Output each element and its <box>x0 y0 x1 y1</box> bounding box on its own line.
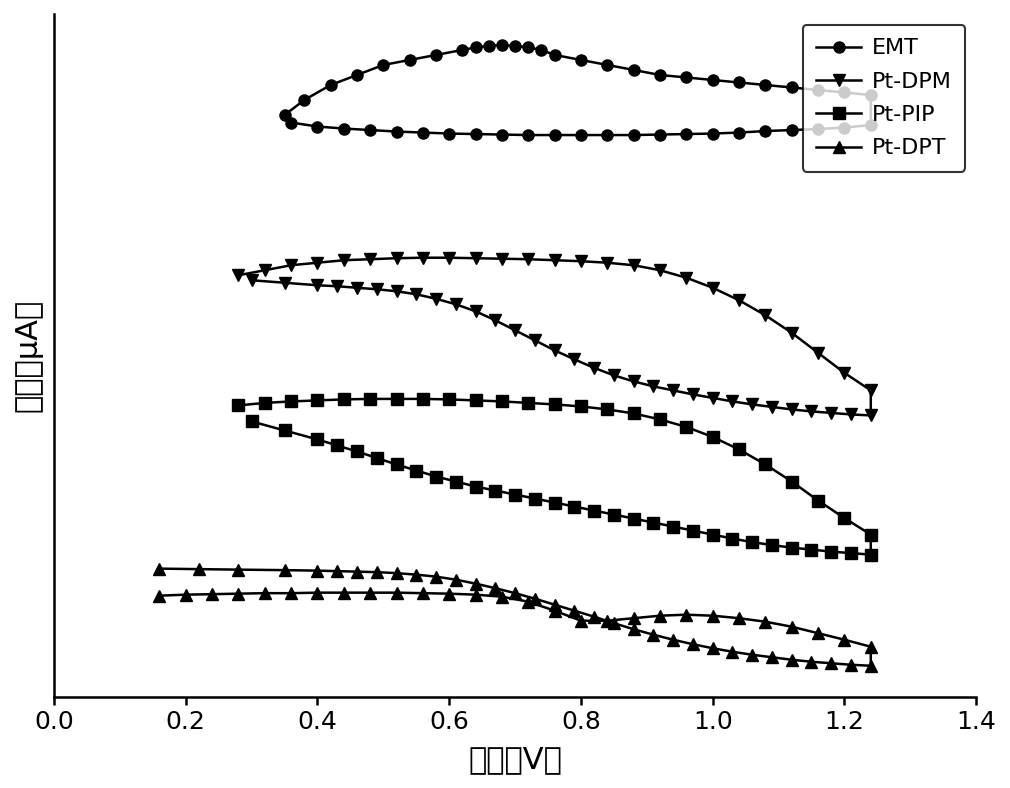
EMT <box>653 70 666 80</box>
Line: EMT: EMT <box>279 39 877 140</box>
EMT <box>548 130 561 139</box>
EMT <box>838 87 850 97</box>
EMT <box>707 75 719 84</box>
Pt-DPT <box>707 611 719 620</box>
EMT <box>601 60 613 69</box>
EMT <box>443 128 456 138</box>
EMT <box>378 60 390 69</box>
EMT <box>601 130 613 139</box>
Legend: EMT, Pt-DPM, Pt-PIP, Pt-DPT: EMT, Pt-DPM, Pt-PIP, Pt-DPT <box>803 25 966 172</box>
Pt-DPM <box>865 411 877 420</box>
EMT <box>575 130 587 139</box>
EMT <box>457 45 469 54</box>
EMT <box>337 124 349 133</box>
EMT <box>285 118 297 128</box>
EMT <box>350 70 363 80</box>
EMT <box>627 130 639 139</box>
EMT <box>653 130 666 139</box>
EMT <box>786 125 798 135</box>
EMT <box>733 128 745 137</box>
Line: Pt-DPT: Pt-DPT <box>154 563 877 671</box>
EMT <box>733 78 745 87</box>
X-axis label: 电压（V）: 电压（V） <box>469 745 562 774</box>
Pt-PIP <box>647 518 660 527</box>
Pt-DPT <box>470 590 482 600</box>
Pt-PIP <box>865 550 877 559</box>
Pt-DPT <box>766 652 778 662</box>
EMT <box>548 50 561 60</box>
Pt-DPM <box>489 315 501 325</box>
Pt-DPM <box>417 253 429 262</box>
Pt-DPT <box>154 564 166 574</box>
EMT <box>760 80 772 90</box>
EMT <box>535 45 547 54</box>
EMT <box>522 130 534 139</box>
EMT <box>865 91 877 100</box>
EMT <box>786 83 798 92</box>
Pt-DPT <box>865 661 877 671</box>
EMT <box>430 50 442 60</box>
EMT <box>496 130 508 139</box>
Pt-DPM <box>786 328 798 337</box>
Pt-DPT <box>371 567 383 577</box>
Pt-DPM <box>707 393 719 403</box>
EMT <box>311 122 323 132</box>
EMT <box>391 127 403 136</box>
EMT <box>812 85 824 95</box>
EMT <box>417 128 429 137</box>
EMT <box>404 55 416 65</box>
Y-axis label: 电流（μA）: 电流（μA） <box>14 299 42 412</box>
EMT <box>470 129 482 139</box>
EMT <box>522 43 534 52</box>
Pt-PIP <box>707 530 719 539</box>
EMT <box>838 123 850 132</box>
Pt-DPM <box>245 276 258 285</box>
Pt-PIP <box>245 417 258 426</box>
EMT <box>483 41 495 50</box>
EMT <box>496 40 508 50</box>
EMT <box>681 72 693 82</box>
Pt-PIP <box>365 394 377 403</box>
Pt-PIP <box>259 398 271 407</box>
EMT <box>509 41 521 50</box>
EMT <box>279 110 291 120</box>
Pt-PIP <box>608 510 620 519</box>
Pt-DPT <box>687 640 699 649</box>
Line: Pt-PIP: Pt-PIP <box>233 393 877 560</box>
Pt-PIP <box>489 485 501 495</box>
EMT <box>865 121 877 130</box>
EMT <box>760 126 772 136</box>
Pt-DPM <box>608 370 620 380</box>
EMT <box>812 125 824 134</box>
EMT <box>627 65 639 75</box>
Pt-DPT <box>154 591 166 600</box>
Pt-DPM <box>259 266 271 275</box>
EMT <box>575 55 587 65</box>
Pt-PIP <box>232 400 244 410</box>
Pt-DPM <box>647 381 660 391</box>
EMT <box>298 95 310 105</box>
Pt-PIP <box>786 477 798 486</box>
Pt-DPT <box>522 597 534 607</box>
EMT <box>707 128 719 138</box>
EMT <box>470 43 482 52</box>
EMT <box>365 125 377 135</box>
EMT <box>681 129 693 139</box>
Pt-DPM <box>232 270 244 280</box>
Line: Pt-DPM: Pt-DPM <box>233 252 877 421</box>
EMT <box>324 80 336 90</box>
